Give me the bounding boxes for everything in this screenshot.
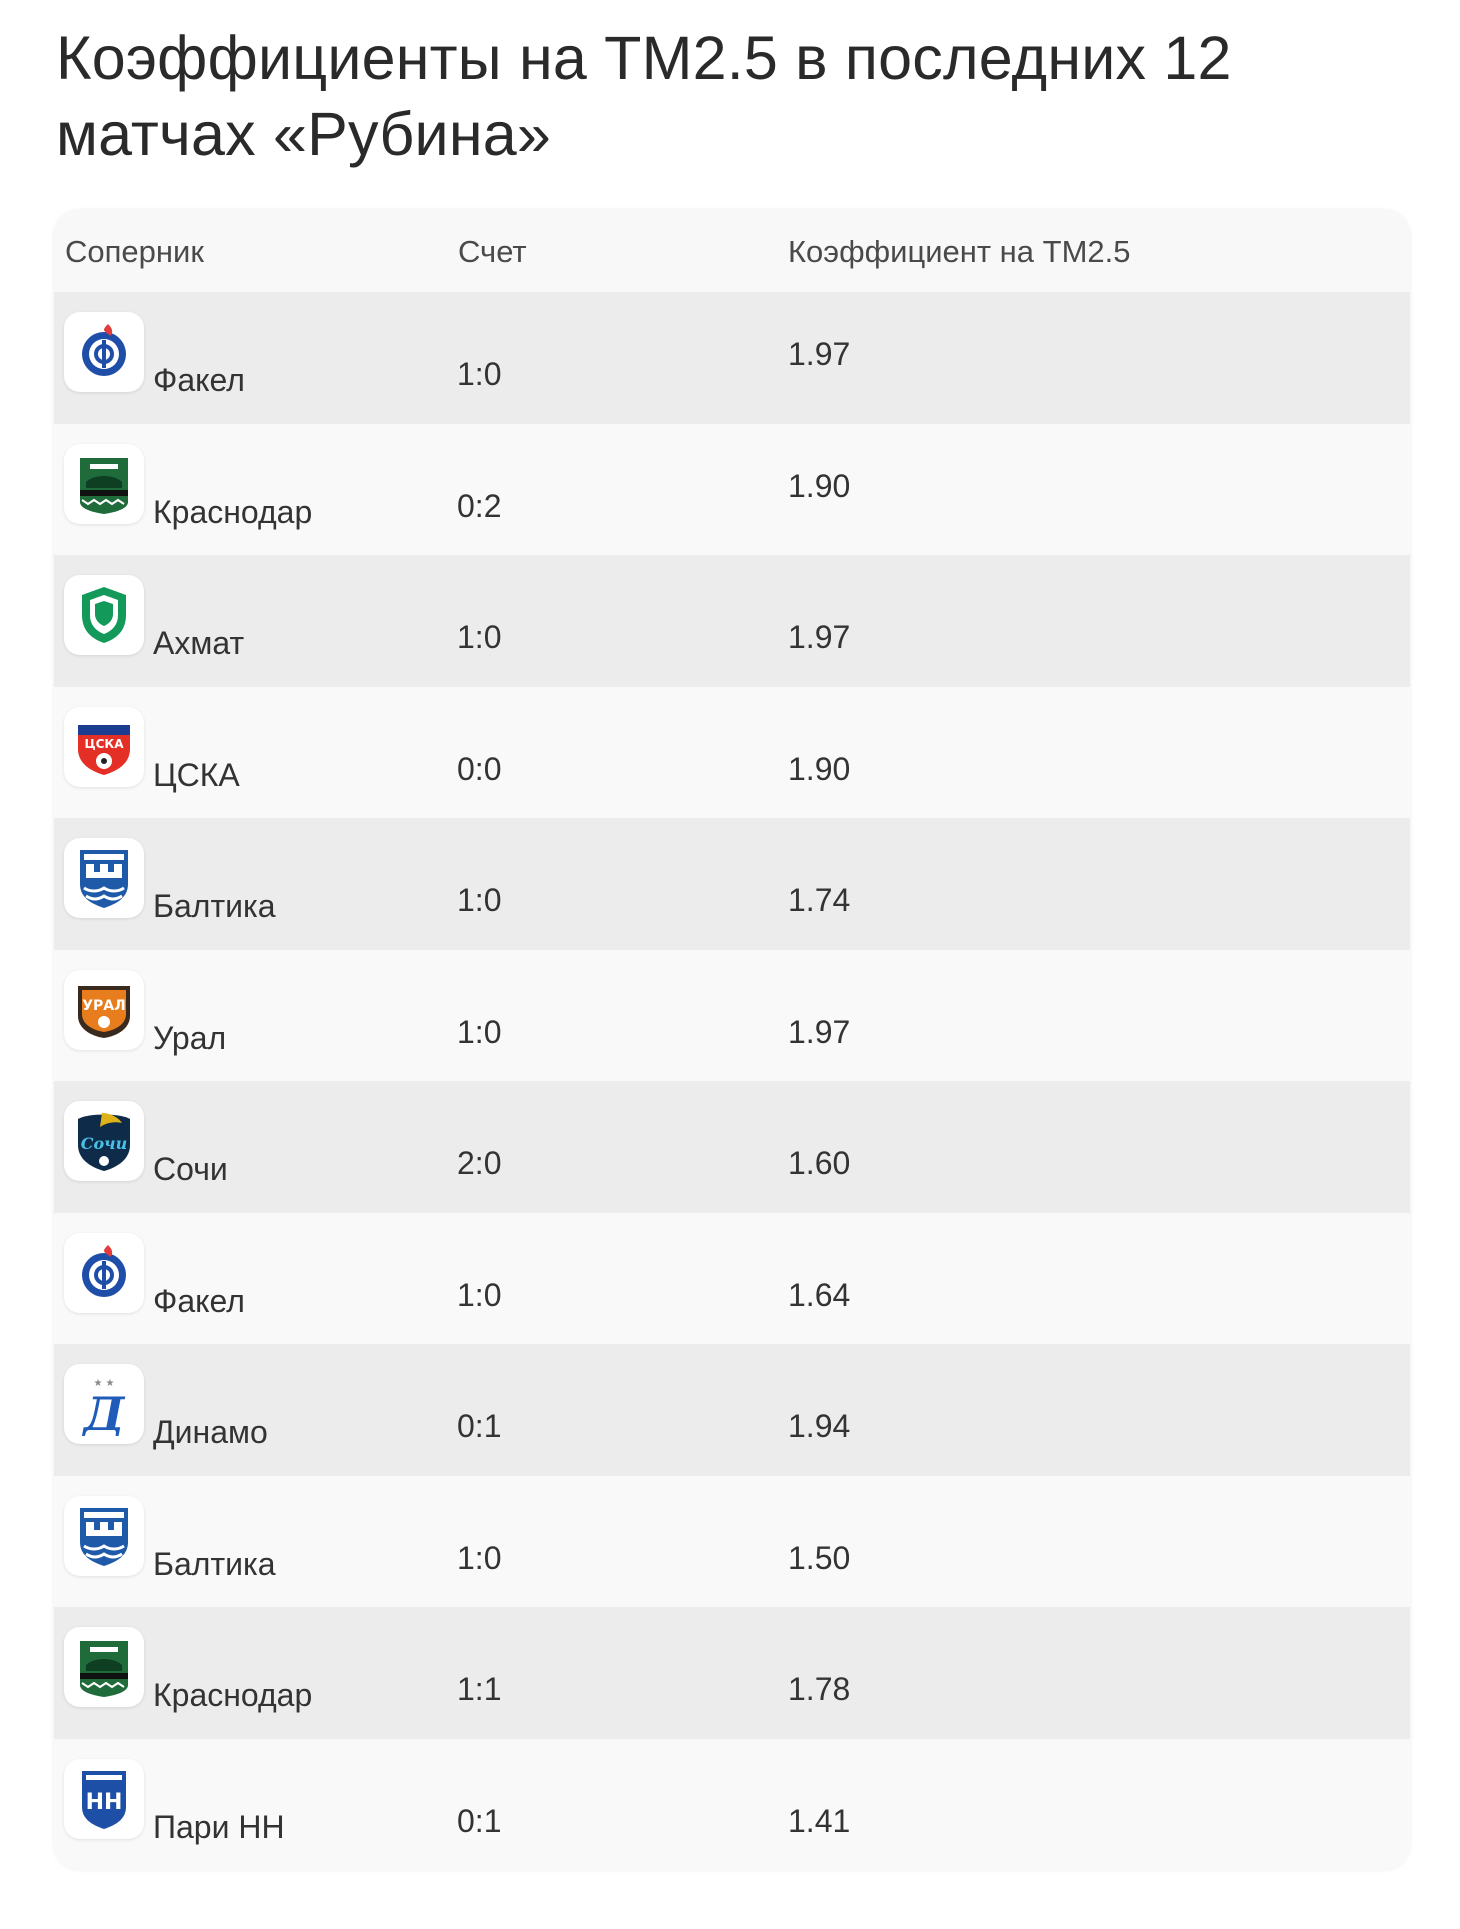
odds-value: 1.94 xyxy=(788,1408,851,1444)
opponent-name: Балтика xyxy=(153,888,276,924)
svg-text:★: ★ xyxy=(106,1378,115,1389)
odds-table: Соперник Счет Коэффициент на ТМ2.5 Факел… xyxy=(54,210,1410,1870)
table-row: Ахмат 1:0 1.97 xyxy=(54,555,1410,687)
odds-value: 1.90 xyxy=(788,750,851,787)
table-row: Сочи Сочи 2:0 1.60 xyxy=(54,1081,1410,1213)
page-title: Коэффициенты на ТМ2.5 в последних 12 мат… xyxy=(56,24,1232,168)
odds-value: 1.60 xyxy=(788,1145,851,1181)
svg-text:НН: НН xyxy=(86,1790,123,1815)
opponent-name: Балтика xyxy=(153,1545,276,1582)
table-row: Балтика 1:0 1.50 xyxy=(54,1475,1410,1607)
table-row: Балтика 1:0 1.74 xyxy=(54,818,1410,950)
fakel-logo-icon xyxy=(64,312,144,392)
krasnodar-logo-icon xyxy=(64,443,144,524)
pari-nn-logo-icon: НН xyxy=(64,1758,144,1839)
table-row: УРАЛ Урал 1:0 1.97 xyxy=(54,949,1410,1081)
svg-text:Д: Д xyxy=(82,1387,126,1436)
svg-text:УРАЛ: УРАЛ xyxy=(82,998,126,1014)
opponent-name: Динамо xyxy=(153,1414,268,1450)
odds-value: 1.78 xyxy=(788,1671,851,1707)
table-row: НН Пари НН 0:1 1.41 xyxy=(54,1738,1410,1870)
opponent-name: Сочи xyxy=(153,1151,228,1187)
match-score: 1:0 xyxy=(457,1539,502,1576)
opponent-name: Факел xyxy=(153,362,245,398)
match-score: 1:0 xyxy=(457,882,502,918)
opponent-name: Пари НН xyxy=(153,1808,285,1845)
opponent-name: Ахмат xyxy=(153,625,245,661)
dinamo-logo-icon: ★ ★ Д xyxy=(64,1364,144,1444)
match-score: 1:0 xyxy=(457,1276,502,1313)
akhmat-logo-icon xyxy=(64,575,144,655)
odds-value: 1.97 xyxy=(788,619,851,655)
table-body: Факел 1:0 1.97 Краснодар 0:2 1.90 Ахмат 1:0 1.97… xyxy=(54,292,1410,1870)
odds-value: 1.74 xyxy=(788,882,851,918)
cska-logo-icon: ЦСКА xyxy=(64,706,144,787)
match-score: 1:0 xyxy=(457,1013,502,1050)
match-score: 0:1 xyxy=(457,1408,502,1444)
svg-text:ЦСКА: ЦСКА xyxy=(84,737,124,751)
match-score: 0:2 xyxy=(457,487,502,524)
fakel-logo-icon xyxy=(64,1232,144,1313)
odds-value: 1.41 xyxy=(788,1802,851,1839)
table-row: Факел 1:0 1.64 xyxy=(54,1212,1410,1344)
opponent-name: Краснодар xyxy=(153,493,313,530)
header-odds: Коэффициент на ТМ2.5 xyxy=(788,234,1131,269)
odds-value: 1.90 xyxy=(788,467,851,504)
match-score: 2:0 xyxy=(457,1145,502,1181)
opponent-name: Краснодар xyxy=(153,1677,313,1713)
baltika-logo-icon xyxy=(64,838,144,918)
table-header: Соперник Счет Коэффициент на ТМ2.5 xyxy=(54,210,1410,292)
table-row: ЦСКА ЦСКА 0:0 1.90 xyxy=(54,686,1410,818)
match-score: 0:1 xyxy=(457,1802,502,1839)
svg-text:★: ★ xyxy=(94,1378,103,1389)
sochi-logo-icon: Сочи xyxy=(64,1101,144,1181)
table-row: Краснодар 1:1 1.78 xyxy=(54,1607,1410,1739)
krasnodar-logo-icon xyxy=(64,1627,144,1707)
opponent-name: Факел xyxy=(153,1282,245,1319)
odds-value: 1.64 xyxy=(788,1276,851,1313)
match-score: 1:1 xyxy=(457,1671,502,1707)
table-row: Факел 1:0 1.97 xyxy=(54,292,1410,424)
odds-value: 1.50 xyxy=(788,1539,851,1576)
table-row: ★ ★ Д Динамо 0:1 1.94 xyxy=(54,1344,1410,1476)
opponent-name: ЦСКА xyxy=(153,756,240,793)
odds-value: 1.97 xyxy=(788,1013,851,1050)
odds-value: 1.97 xyxy=(788,336,851,372)
baltika-logo-icon xyxy=(64,1495,144,1576)
match-score: 1:0 xyxy=(457,356,502,392)
ural-logo-icon: УРАЛ xyxy=(64,969,144,1050)
opponent-name: Урал xyxy=(153,1019,227,1056)
header-opponent: Соперник xyxy=(65,234,204,269)
svg-text:Сочи: Сочи xyxy=(81,1134,127,1153)
match-score: 1:0 xyxy=(457,619,502,655)
match-score: 0:0 xyxy=(457,750,502,787)
header-score: Счет xyxy=(458,234,527,269)
table-row: Краснодар 0:2 1.90 xyxy=(54,423,1410,555)
